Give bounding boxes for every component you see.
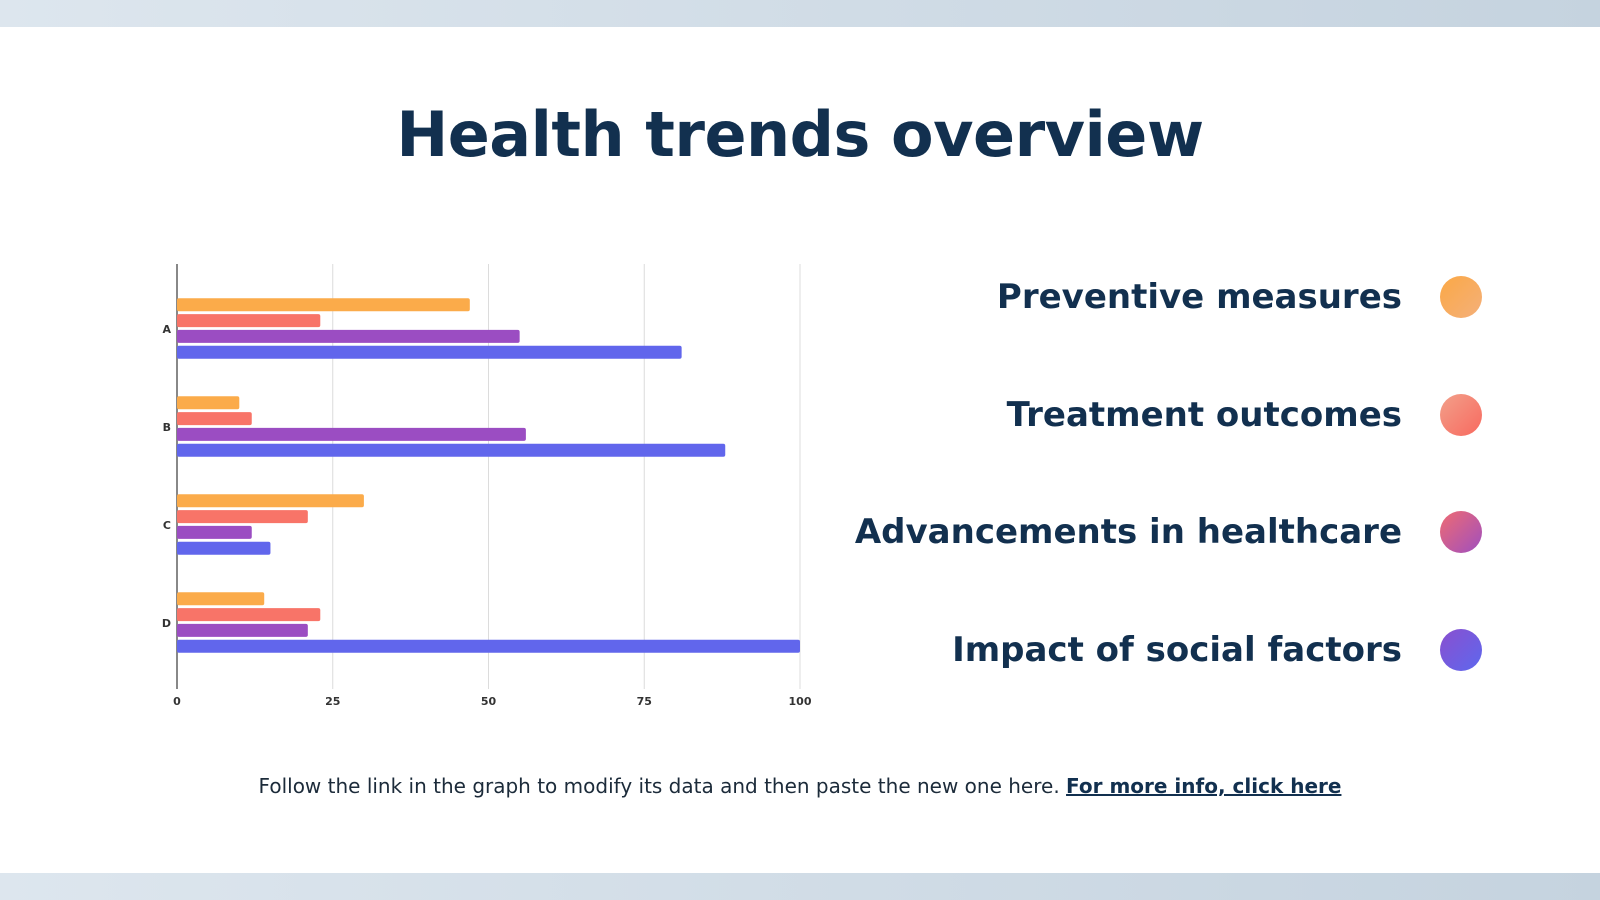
bar-A-1	[177, 314, 321, 328]
footer-note: Follow the link in the graph to modify i…	[0, 774, 1600, 798]
legend-label: Impact of social factors	[952, 630, 1402, 670]
bar-D-2	[177, 623, 308, 637]
bar-C-1	[177, 510, 308, 524]
legend-item-preventive: Preventive measures	[997, 275, 1482, 319]
footer-text: Follow the link in the graph to modify i…	[258, 774, 1067, 798]
bar-D-3	[177, 639, 800, 653]
x-tick-label: 100	[789, 695, 812, 708]
legend-label: Preventive measures	[996, 277, 1402, 317]
bar-A-2	[177, 329, 520, 343]
legend-label: Treatment outcomes	[1006, 395, 1402, 435]
bar-B-2	[177, 427, 526, 441]
top-band	[0, 0, 1600, 27]
bar-A-3	[177, 345, 682, 359]
legend-item-treatment: Treatment outcomes	[1007, 393, 1482, 437]
bar-C-3	[177, 541, 271, 555]
bar-D-1	[177, 608, 321, 622]
x-tick-label: 75	[637, 695, 652, 708]
x-tick-label: 50	[481, 695, 497, 708]
bar-D-0	[177, 592, 265, 606]
y-category-label: A	[162, 323, 171, 336]
legend-label: Advancements in healthcare	[854, 512, 1402, 552]
x-tick-label: 0	[173, 695, 181, 708]
legend-dot	[1440, 394, 1482, 436]
y-category-label: C	[163, 519, 171, 532]
more-info-link[interactable]: For more info, click here	[1066, 774, 1342, 798]
bar-C-2	[177, 525, 252, 539]
y-category-label: B	[163, 421, 171, 434]
x-tick-label: 25	[325, 695, 340, 708]
bar-B-0	[177, 396, 240, 410]
legend-dot	[1440, 511, 1482, 553]
y-category-label: D	[162, 617, 171, 630]
legend-item-advancements: Advancements in healthcare	[855, 510, 1482, 554]
legend-item-social: Impact of social factors	[952, 628, 1482, 672]
bar-B-3	[177, 443, 726, 457]
legend-dot	[1440, 629, 1482, 671]
bar-C-0	[177, 494, 364, 508]
page-title: Health trends overview	[396, 98, 1204, 171]
bottom-band	[0, 873, 1600, 900]
legend-dot	[1440, 276, 1482, 318]
bar-B-1	[177, 412, 252, 426]
bar-A-0	[177, 298, 470, 312]
